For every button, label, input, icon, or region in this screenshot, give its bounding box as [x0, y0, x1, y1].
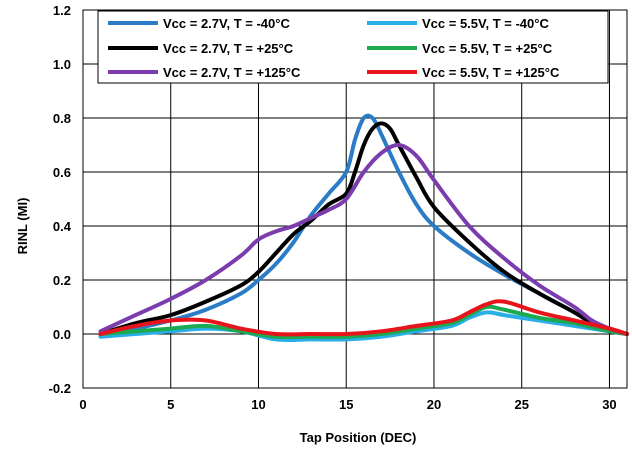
y-tick-label: 0.8 [53, 111, 71, 126]
tick-labels: 0 5 10 15 20 25 30 -0.2 0.0 0.2 0.4 0.6 0.8 1.0 1.2 [49, 3, 617, 412]
y-tick-label: 1.0 [53, 57, 71, 72]
y-tick-label: 1.2 [53, 3, 71, 18]
legend-label: Vcc = 2.7V, T = -40°C [163, 16, 290, 31]
legend-label: Vcc = 5.5V, T = +25°C [422, 41, 553, 56]
legend-box [97, 10, 609, 84]
x-tick-label: 20 [427, 397, 441, 412]
series-line [98, 310, 629, 343]
x-axis-title: Tap Position (DEC) [300, 430, 417, 445]
legend-label: Vcc = 5.5V, T = -40°C [422, 16, 549, 31]
y-tick-label: 0.6 [53, 165, 71, 180]
x-tick-label: 10 [251, 397, 265, 412]
series-line [98, 121, 629, 336]
legend: Vcc = 2.7V, T = -40°C Vcc = 5.5V, T = -40… [97, 10, 609, 84]
x-tick-label: 30 [602, 397, 616, 412]
legend-label: Vcc = 2.7V, T = +125°C [163, 65, 301, 80]
series-line [98, 142, 629, 336]
legend-label: Vcc = 5.5V, T = +125°C [422, 65, 560, 80]
series-line [98, 304, 629, 340]
x-tick-label: 0 [79, 397, 86, 412]
x-tick-label: 15 [339, 397, 353, 412]
series-group [98, 113, 629, 343]
x-tick-label: 5 [167, 397, 174, 412]
series-line [98, 299, 629, 337]
y-axis-title: RINL (MI) [15, 198, 30, 255]
x-tick-label: 25 [514, 397, 528, 412]
legend-label: Vcc = 2.7V, T = +25°C [163, 41, 294, 56]
y-tick-label: 0.0 [53, 327, 71, 342]
y-tick-label: 0.4 [53, 219, 72, 234]
y-tick-label: 0.2 [53, 273, 71, 288]
plot-frame [82, 9, 628, 389]
y-tick-label: -0.2 [49, 381, 71, 396]
